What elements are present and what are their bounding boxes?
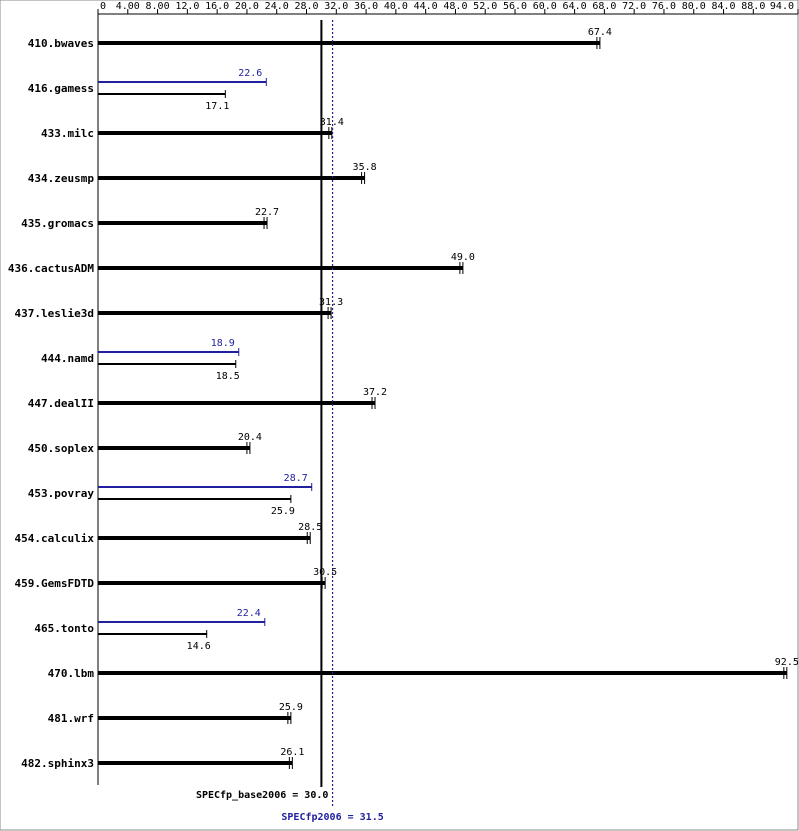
x-tick-label: 56.0 [503, 1, 527, 12]
x-tick-label: 48.0 [443, 1, 467, 12]
x-tick-label: 40.0 [384, 1, 408, 12]
x-tick-label: 36.0 [354, 1, 378, 12]
category-label: 454.calculix [15, 532, 95, 545]
reference-label: SPECfp2006 = 31.5 [281, 812, 383, 823]
category-label: 470.lbm [48, 667, 95, 680]
x-tick-label: 32.0 [324, 1, 348, 12]
base-value-label: 26.1 [280, 747, 304, 758]
category-label: 410.bwaves [28, 37, 94, 50]
peak-value-label: 28.7 [284, 473, 308, 484]
reference-label: SPECfp_base2006 = 30.0 [196, 790, 328, 801]
x-tick-label: 84.0 [711, 1, 735, 12]
base-value-label: 25.9 [279, 702, 303, 713]
base-value-label: 28.5 [298, 522, 322, 533]
x-tick-label: 80.0 [682, 1, 706, 12]
category-label: 436.cactusADM [8, 262, 94, 275]
x-tick-label: 88.0 [741, 1, 765, 12]
x-tick-label: 72.0 [622, 1, 646, 12]
peak-value-label: 18.9 [211, 338, 235, 349]
x-tick-label: 4.00 [116, 1, 140, 12]
x-tick-label: 44.0 [414, 1, 438, 12]
category-label: 459.GemsFDTD [15, 577, 95, 590]
x-tick-label: 12.0 [175, 1, 199, 12]
base-value-label: 17.1 [205, 101, 229, 112]
category-label: 450.soplex [28, 442, 95, 455]
category-label: 416.gamess [28, 82, 94, 95]
category-label: 435.gromacs [21, 217, 94, 230]
category-label: 482.sphinx3 [21, 757, 94, 770]
category-label: 444.namd [41, 352, 94, 365]
category-label: 434.zeusmp [28, 172, 95, 185]
x-tick-label: 68.0 [592, 1, 616, 12]
base-value-label: 31.4 [320, 117, 344, 128]
base-value-label: 67.4 [588, 27, 612, 38]
base-value-label: 18.5 [216, 371, 240, 382]
base-value-label: 20.4 [238, 432, 262, 443]
x-tick-label: 8.00 [146, 1, 170, 12]
category-label: 447.dealII [28, 397, 94, 410]
x-tick-label: 52.0 [473, 1, 497, 12]
x-tick-label: 64.0 [563, 1, 587, 12]
x-tick-label: 28.0 [294, 1, 318, 12]
x-tick-label: 76.0 [652, 1, 676, 12]
base-value-label: 25.9 [271, 506, 295, 517]
x-tick-label: 16.0 [205, 1, 229, 12]
base-value-label: 35.8 [353, 162, 377, 173]
category-label: 437.leslie3d [15, 307, 94, 320]
base-value-label: 49.0 [451, 252, 475, 263]
base-value-label: 14.6 [187, 641, 211, 652]
base-value-label: 31.3 [319, 297, 343, 308]
base-value-label: 37.2 [363, 387, 387, 398]
x-tick-label: 60.0 [533, 1, 557, 12]
x-tick-label: 24.0 [265, 1, 289, 12]
peak-value-label: 22.6 [238, 68, 262, 79]
x-tick-label: 0 [100, 1, 106, 12]
x-tick-label: 20.0 [235, 1, 259, 12]
peak-value-label: 22.4 [237, 608, 261, 619]
base-value-label: 22.7 [255, 207, 279, 218]
category-label: 465.tonto [34, 622, 94, 635]
base-value-label: 92.5 [775, 657, 799, 668]
x-tick-label: 94.0 [770, 1, 794, 12]
base-value-label: 30.5 [313, 567, 337, 578]
category-label: 433.milc [41, 127, 94, 140]
category-label: 453.povray [28, 487, 95, 500]
category-label: 481.wrf [48, 712, 94, 725]
